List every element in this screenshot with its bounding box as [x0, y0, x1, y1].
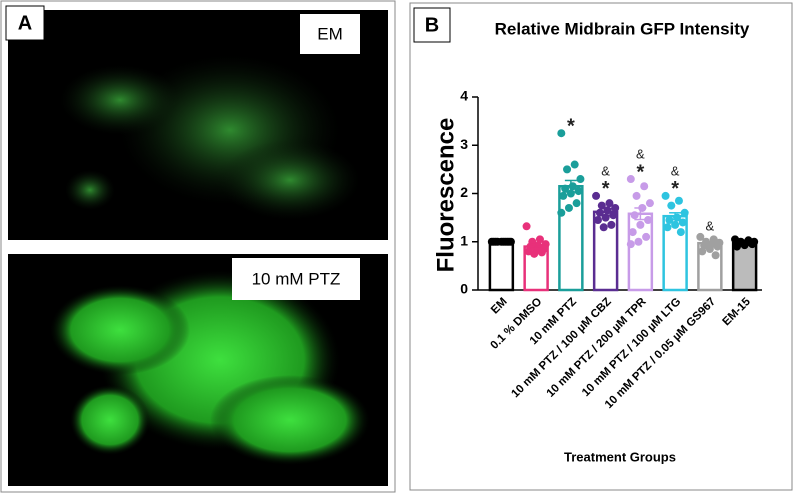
data-point	[599, 223, 608, 232]
data-point	[626, 175, 635, 184]
significance-marker: &	[671, 163, 680, 178]
data-point	[530, 249, 539, 258]
image-label-box	[232, 258, 360, 300]
y-axis-label: Fluorescence	[432, 118, 459, 273]
data-point	[535, 235, 544, 244]
data-point	[634, 237, 643, 246]
significance-marker: *	[671, 178, 679, 200]
tissue-ptz	[50, 270, 370, 465]
data-point	[661, 191, 670, 200]
y-tick-label: 2	[460, 184, 468, 200]
data-point	[628, 228, 637, 237]
data-point	[671, 220, 680, 229]
data-point	[563, 165, 572, 174]
significance-marker: &	[636, 146, 645, 161]
data-point	[576, 175, 585, 184]
data-point	[705, 244, 714, 253]
data-point	[676, 228, 685, 237]
data-point	[678, 218, 687, 227]
data-point	[711, 251, 720, 260]
data-point	[593, 216, 602, 225]
data-point	[698, 247, 707, 256]
data-point	[559, 191, 568, 200]
y-tick-label: 0	[460, 281, 468, 297]
data-point	[592, 191, 601, 200]
data-point	[609, 211, 618, 220]
significance-marker: &	[706, 218, 715, 233]
data-point	[574, 187, 583, 196]
data-point	[605, 199, 614, 208]
data-point	[663, 223, 672, 232]
panel-label-box	[413, 7, 451, 43]
data-point	[713, 242, 722, 251]
y-tick-label: 3	[460, 136, 468, 152]
data-point	[572, 199, 581, 208]
data-point	[642, 232, 651, 241]
data-point	[644, 216, 653, 225]
data-point	[632, 191, 641, 200]
data-point	[626, 240, 635, 249]
data-point	[630, 211, 639, 220]
data-point	[667, 201, 676, 210]
data-point	[607, 220, 616, 229]
data-point	[636, 220, 645, 229]
significance-marker: &	[601, 163, 610, 178]
data-point	[489, 237, 498, 246]
significance-marker: *	[636, 161, 644, 183]
image-label-box	[300, 14, 360, 54]
data-point	[640, 182, 649, 191]
data-point	[561, 184, 570, 193]
data-point	[570, 160, 579, 169]
significance-marker: *	[567, 115, 575, 137]
data-point	[696, 232, 705, 241]
panel-label: A	[18, 12, 32, 34]
y-tick-label: 4	[460, 88, 468, 104]
data-point	[557, 129, 566, 138]
y-tick-label: 1	[460, 232, 468, 248]
data-point	[611, 203, 620, 212]
image-label: EM	[317, 24, 343, 43]
significance-marker: *	[602, 178, 610, 200]
chart-title: Relative Midbrain GFP Intensity	[495, 19, 750, 38]
panel-label: B	[425, 14, 439, 36]
bar	[488, 240, 515, 292]
data-point	[522, 222, 531, 231]
tissue-em	[60, 55, 360, 220]
data-point	[680, 208, 689, 217]
image-label: 10 mM PTZ	[252, 269, 341, 288]
panel-label-box	[5, 5, 45, 41]
data-point	[732, 242, 741, 251]
data-point	[674, 196, 683, 205]
data-point	[564, 203, 573, 212]
data-point	[645, 199, 654, 208]
data-point	[597, 201, 606, 210]
data-point	[557, 208, 566, 217]
data-point	[537, 248, 546, 257]
x-axis-label: Treatment Groups	[564, 449, 676, 464]
data-point	[503, 237, 512, 246]
